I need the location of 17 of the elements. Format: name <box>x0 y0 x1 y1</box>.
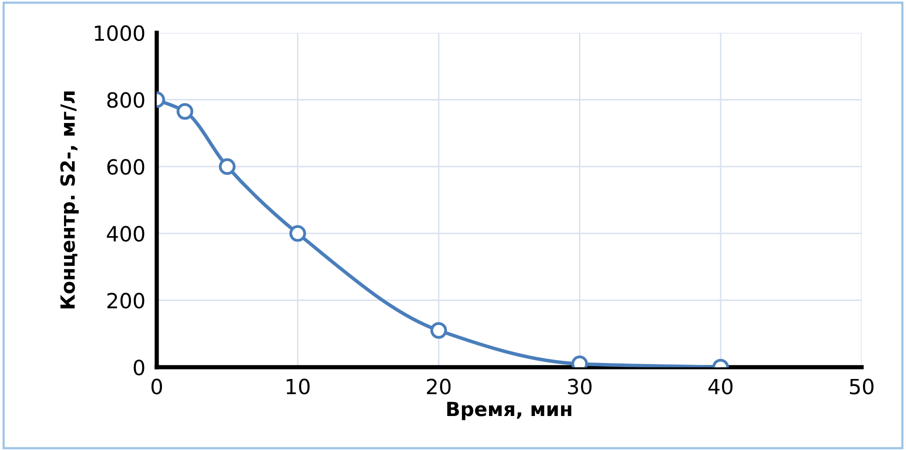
x-axis-title: Время, мин <box>447 402 572 420</box>
y-tick-label: 400 <box>106 226 144 242</box>
x-tick-label: 0 <box>151 378 162 394</box>
y-tick-label: 200 <box>107 292 144 309</box>
point <box>218 158 236 175</box>
y-tick-label: 600 <box>107 159 144 175</box>
x-tick-label: 10 <box>286 378 310 394</box>
y-axis-title: Концентр. S2-, мг/л <box>60 92 79 308</box>
point <box>176 103 194 120</box>
y-tick-label: 800 <box>107 92 144 108</box>
x-tick-label: 50 <box>850 378 874 394</box>
x-tick-label: 30 <box>568 378 592 394</box>
y-tick-label: 0 <box>134 360 144 376</box>
x-tick-label: 20 <box>426 378 451 394</box>
x-tick-label: 40 <box>708 378 733 394</box>
point <box>289 225 306 242</box>
y-tick-label: 1000 <box>94 25 144 42</box>
